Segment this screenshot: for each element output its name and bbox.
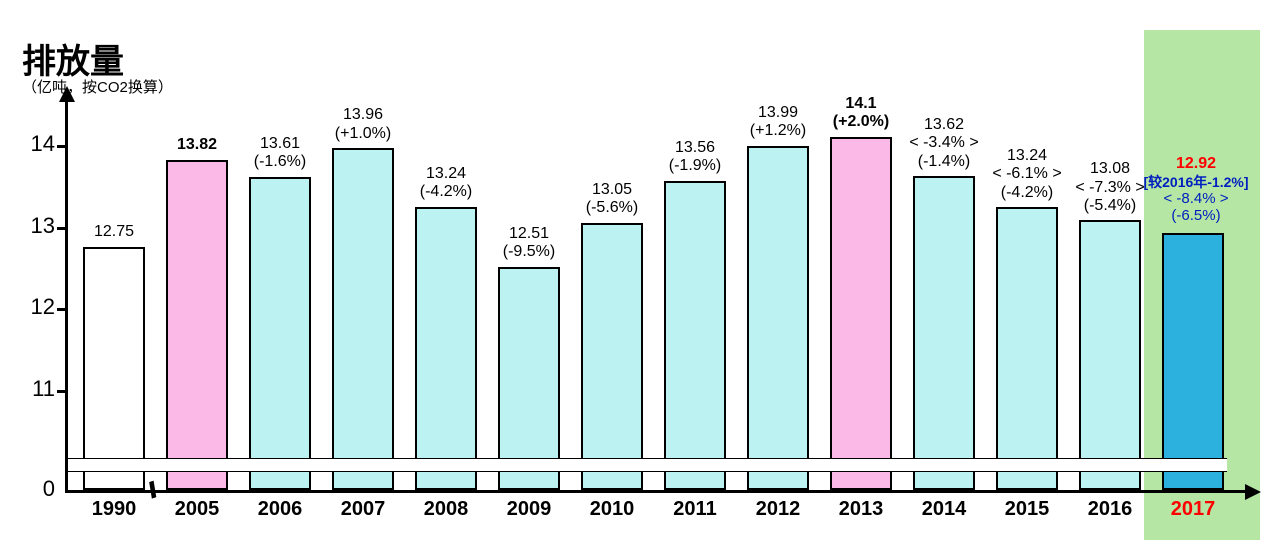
bar-label-2008: 13.24(-4.2%)	[403, 165, 489, 202]
bar-2010	[581, 223, 643, 490]
x-tick-label-2009: 2009	[492, 498, 566, 521]
x-tick-label-2012: 2012	[741, 498, 815, 521]
x-tick-label-2010: 2010	[575, 498, 649, 521]
y-tick-label-13: 13	[0, 213, 55, 239]
bar-2016	[1079, 220, 1141, 490]
bar-2015	[996, 207, 1058, 490]
bar-2017	[1162, 233, 1224, 490]
y-axis-line	[65, 100, 68, 490]
bar-2008	[415, 207, 477, 490]
bar-label-1990: 12.75	[71, 223, 157, 241]
y-axis-arrow	[59, 86, 75, 102]
bar-label-2017: 12.92[较2016年-1.2%]< -8.4% >(-6.5%)	[1134, 155, 1258, 224]
x-tick-label-2013: 2013	[824, 498, 898, 521]
axis-break-band	[67, 458, 1227, 472]
bar-2005	[166, 160, 228, 490]
bar-label-2007: 13.96(+1.0%)	[320, 106, 406, 143]
y-tick-label-0: 0	[0, 476, 55, 502]
chart-subtitle: （亿吨，按CO2换算）	[22, 76, 173, 97]
bar-label-2010: 13.05(-5.6%)	[569, 181, 655, 218]
bar-2006	[249, 177, 311, 490]
x-tick-label-2017: 2017	[1156, 498, 1230, 521]
x-tick-label-1990: 1990	[77, 498, 151, 521]
bar-2009	[498, 267, 560, 490]
bar-label-2006: 13.61(-1.6%)	[237, 135, 323, 172]
emissions-bar-chart: 排放量（亿吨，按CO2换算）01112131412.75199013.82200…	[0, 0, 1267, 555]
bar-2013	[830, 137, 892, 490]
bar-label-2009: 12.51(-9.5%)	[486, 225, 572, 262]
x-tick-label-2006: 2006	[243, 498, 317, 521]
y-tick-label-14: 14	[0, 131, 55, 157]
y-tick-mark-11	[57, 390, 67, 393]
bar-1990	[83, 247, 145, 490]
x-tick-label-2015: 2015	[990, 498, 1064, 521]
y-tick-mark-14	[57, 145, 67, 148]
bar-2014	[913, 176, 975, 490]
bar-label-2015: 13.24< -6.1% >(-4.2%)	[984, 147, 1070, 202]
x-tick-label-2011: 2011	[658, 498, 732, 521]
x-axis-arrow	[1245, 484, 1261, 500]
y-tick-label-11: 11	[0, 376, 55, 402]
x-axis-line	[65, 490, 1245, 493]
x-tick-label-2008: 2008	[409, 498, 483, 521]
bar-2012	[747, 146, 809, 490]
bar-label-2014: 13.62< -3.4% >(-1.4%)	[901, 116, 987, 171]
y-tick-mark-12	[57, 308, 67, 311]
x-tick-label-2016: 2016	[1073, 498, 1147, 521]
x-tick-label-2007: 2007	[326, 498, 400, 521]
y-tick-mark-13	[57, 227, 67, 230]
bar-2007	[332, 148, 394, 490]
bar-label-2005: 13.82	[154, 136, 240, 154]
x-tick-label-2014: 2014	[907, 498, 981, 521]
bar-label-2011: 13.56(-1.9%)	[652, 139, 738, 176]
x-tick-label-2005: 2005	[160, 498, 234, 521]
bar-label-2012: 13.99(+1.2%)	[735, 104, 821, 141]
y-tick-label-12: 12	[0, 294, 55, 320]
bar-label-2013: 14.1(+2.0%)	[818, 95, 904, 132]
bar-2011	[664, 181, 726, 490]
